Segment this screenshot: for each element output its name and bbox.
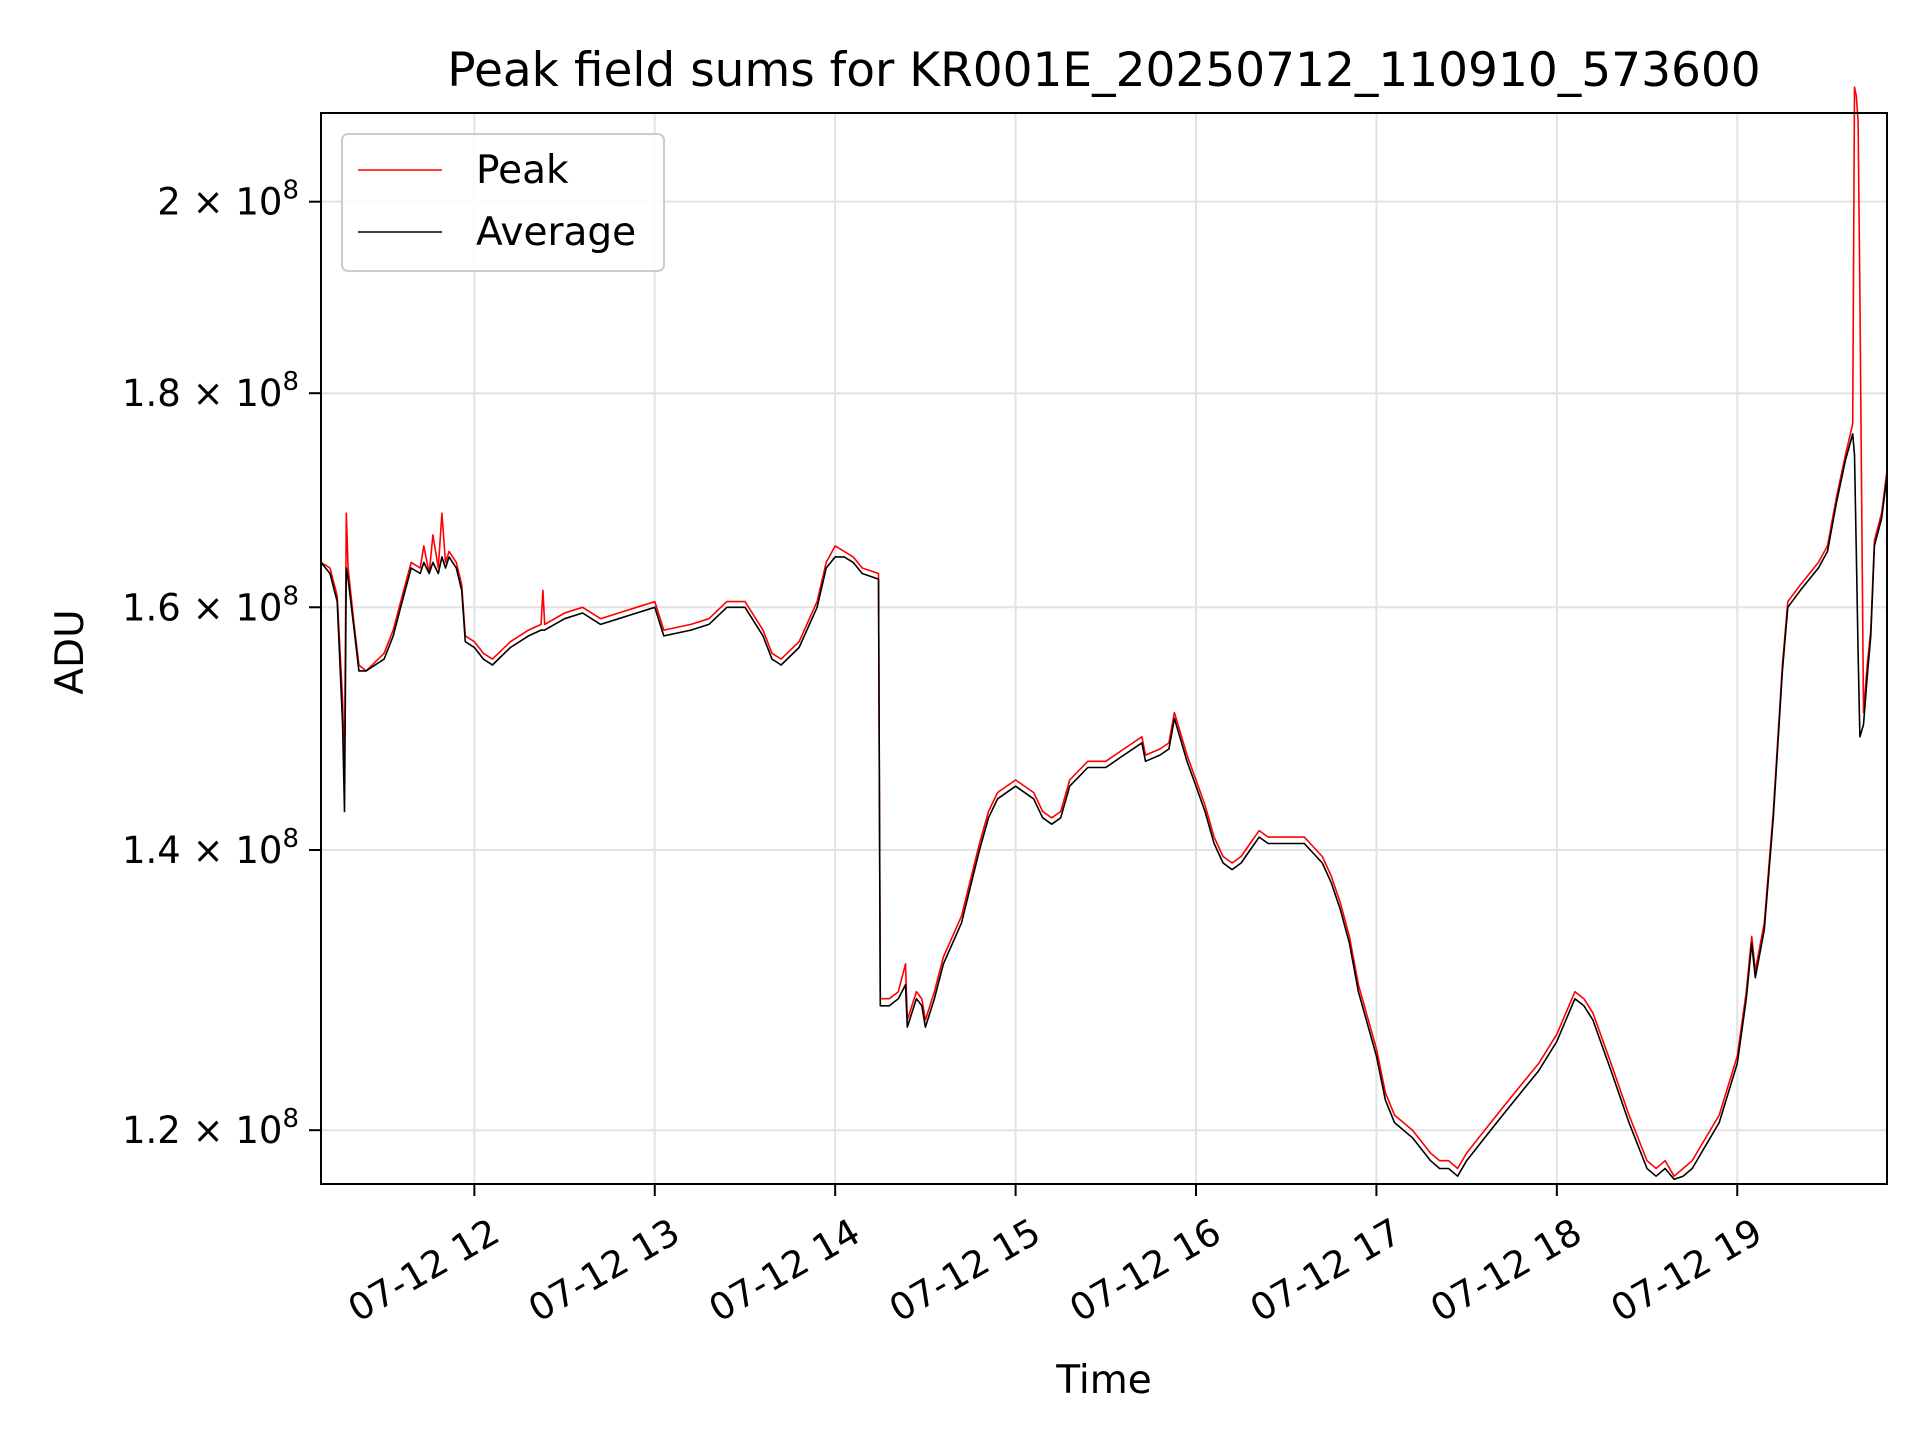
legend-label-average: Average xyxy=(476,210,636,255)
y-tick-exponent: 8 xyxy=(282,1104,299,1134)
y-tick-exponent: 8 xyxy=(282,581,299,611)
legend-box xyxy=(341,133,665,272)
series-layer xyxy=(320,86,1888,1181)
y-tick-label: 2 × 108 xyxy=(157,176,299,224)
y-tick-mantissa: 1.2 × 10 xyxy=(122,1109,282,1152)
y-tick-label: 1.8 × 108 xyxy=(122,367,299,415)
y-tick-label: 1.2 × 108 xyxy=(122,1104,299,1152)
y-tick-exponent: 8 xyxy=(282,176,299,206)
y-tick-mantissa: 2 × 10 xyxy=(157,181,282,224)
y-tick-label: 1.6 × 108 xyxy=(122,581,299,629)
plot-frame xyxy=(320,112,1888,1185)
y-axis-label: ADU xyxy=(48,609,93,694)
y-tick-mantissa: 1.4 × 10 xyxy=(122,829,282,872)
x-axis-label: Time xyxy=(1055,1358,1151,1403)
y-tick-mantissa: 1.6 × 10 xyxy=(122,586,282,629)
legend-label-peak: Peak xyxy=(476,148,569,193)
y-tick-exponent: 8 xyxy=(282,824,299,854)
series-line-average xyxy=(320,433,1888,1181)
legend: Peak Average xyxy=(341,133,665,272)
y-tick-mantissa: 1.8 × 10 xyxy=(122,372,282,415)
y-tick-exponent: 8 xyxy=(282,367,299,397)
series-line-peak xyxy=(320,86,1888,1177)
chart-title: Peak field sums for KR001E_20250712_1109… xyxy=(447,43,1760,98)
y-tick-label: 1.4 × 108 xyxy=(122,824,299,872)
